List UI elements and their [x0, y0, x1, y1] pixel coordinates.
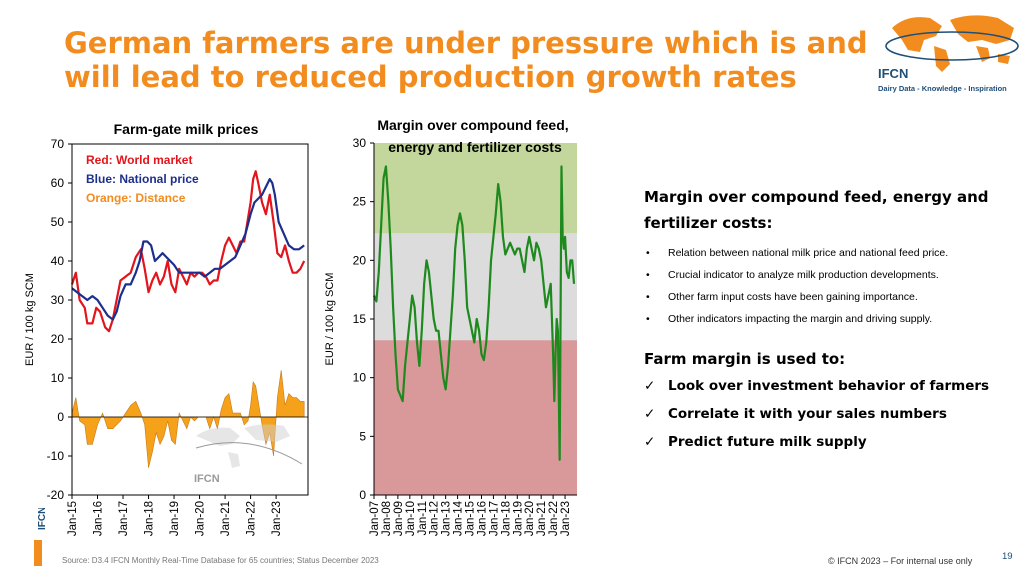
x-tick-label: Jan-22	[548, 501, 560, 536]
logo-name: IFCN	[878, 66, 909, 81]
y-tick-label: 40	[51, 254, 65, 268]
panel-title: Margin over compound feed, energy and fe…	[644, 188, 989, 232]
legend-entry: Orange: Distance	[86, 191, 186, 205]
bullet-list: Relation between national milk price and…	[644, 242, 1014, 330]
y-tick-label: 50	[51, 215, 65, 229]
y-tick-label: 5	[359, 429, 366, 443]
source-note: Source: D3.4 IFCN Monthly Real-Time Data…	[62, 556, 379, 565]
series-line-national-price	[71, 177, 305, 321]
bullet-item: Relation between national milk price and…	[644, 242, 1014, 264]
logo-tagline: Dairy Data - Knowledge - Inspiration	[878, 84, 1007, 93]
chart-title-line: energy and fertilizer costs	[388, 139, 562, 155]
y-tick-label: 30	[51, 293, 65, 307]
x-tick-label: Jan-19	[169, 501, 181, 536]
watermark-map-shape	[244, 424, 290, 442]
watermark-map-shape	[196, 427, 240, 446]
y-tick-label: 20	[353, 253, 367, 267]
chart-title-line: Margin over compound feed,	[377, 117, 568, 133]
page-number: 19	[1002, 551, 1013, 562]
y-tick-label: 70	[51, 137, 65, 151]
x-tick-label: Jan-08	[381, 501, 393, 536]
y-tick-label: 0	[57, 410, 64, 424]
copyright: © IFCN 2023 – For internal use only	[828, 556, 973, 566]
y-tick-label: 15	[353, 312, 367, 326]
watermark-arc	[195, 442, 303, 465]
y-axis-label: EUR / 100 kg SCM	[24, 273, 36, 366]
margin-chart: 0 5 10 15 20 25 30 EUR / 100 kg SCM Jan-07 Jan-08…	[324, 117, 577, 536]
plot-frame	[71, 143, 309, 496]
legend-entry: Red: World market	[86, 153, 192, 167]
slide-title: German farmers are under pressure which …	[64, 26, 868, 94]
x-tick-label: Jan-22	[246, 501, 258, 536]
x-tick-label: Jan-14	[453, 500, 465, 536]
x-tick-label: Jan-20	[195, 501, 207, 536]
x-tick-label: Jan-12	[429, 501, 441, 536]
x-tick-label: Jan-07	[369, 501, 381, 536]
y-tick-label: -10	[47, 449, 65, 463]
check-item: ✓ Correlate it with your sales numbers	[644, 400, 1014, 428]
x-tick-label: Jan-13	[441, 501, 453, 536]
world-map-icon	[885, 15, 1019, 72]
y-tick-label: 30	[353, 136, 367, 150]
series-area-distance	[71, 370, 305, 468]
x-tick-label: Jan-16	[93, 501, 105, 536]
side-brand: IFCN	[37, 508, 48, 530]
watermark-map	[196, 424, 290, 468]
farm-gate-milk-prices-chart: Farm-gate milk prices IFCN -20 -10 0 10 20 30 40…	[24, 121, 309, 536]
y-tick-label: -20	[47, 488, 65, 502]
watermark-label: IFCN	[194, 473, 220, 485]
y-tick-label: 10	[353, 371, 367, 385]
y-axis-label: EUR / 100 kg SCM	[324, 273, 336, 366]
side-brand-text: IFCN	[37, 508, 48, 530]
check-item-label: Predict future milk supply	[668, 434, 867, 450]
x-tick-label: Jan-23	[271, 501, 283, 536]
check-item-label: Correlate it with your sales numbers	[668, 406, 947, 422]
x-tick-label: Jan-18	[144, 501, 156, 536]
y-tick-label: 60	[51, 176, 65, 190]
checkmark-icon: ✓	[644, 378, 656, 394]
y-tick-label: 25	[353, 195, 367, 209]
x-tick-label: Jan-21	[220, 501, 232, 536]
x-tick-label: Jan-20	[524, 501, 536, 536]
checkmark-icon: ✓	[644, 434, 656, 450]
x-tick-label: Jan-17	[488, 501, 500, 536]
legend-entry: Blue: National price	[86, 172, 199, 186]
watermark-map-shape	[228, 452, 240, 468]
x-tick-label: Jan-17	[118, 501, 130, 536]
bullet-item: Crucial indicator to analyze milk produc…	[644, 264, 1014, 286]
side-accent-bar	[34, 540, 42, 566]
background-band	[374, 143, 577, 234]
checkmark-icon: ✓	[644, 406, 656, 422]
x-tick-label: Jan-11	[417, 501, 429, 535]
check-item-label: Look over investment behavior of farmers	[668, 378, 990, 394]
x-tick-label: Jan-09	[393, 501, 405, 536]
x-tick-label: Jan-19	[512, 501, 524, 536]
check-list: ✓ Look over investment behavior of farmer…	[644, 372, 1014, 456]
chart-title: Farm-gate milk prices	[114, 121, 259, 137]
y-tick-label: 20	[51, 332, 65, 346]
check-item: ✓ Predict future milk supply	[644, 428, 1014, 456]
series-line-margin	[372, 165, 576, 461]
right-panel: Margin over compound feed, energy and fe…	[644, 184, 1014, 456]
x-tick-label: Jan-18	[500, 501, 512, 536]
bullet-item: Other indicators impacting the margin an…	[644, 308, 1014, 330]
y-tick-label: 10	[51, 371, 65, 385]
panel-subtitle: Farm margin is used to:	[644, 350, 846, 368]
x-tick-label: Jan-21	[536, 501, 548, 536]
y-tick-label: 0	[359, 488, 366, 502]
background-band	[374, 340, 577, 495]
check-item: ✓ Look over investment behavior of farmer…	[644, 372, 1014, 400]
bullet-item: Other farm input costs have been gaining…	[644, 286, 1014, 308]
x-tick-label: Jan-10	[405, 501, 417, 536]
x-tick-label: Jan-23	[560, 501, 572, 536]
x-tick-label: Jan-15	[67, 501, 79, 536]
x-tick-label: Jan-16	[476, 501, 488, 536]
x-tick-label: Jan-15	[465, 501, 477, 536]
